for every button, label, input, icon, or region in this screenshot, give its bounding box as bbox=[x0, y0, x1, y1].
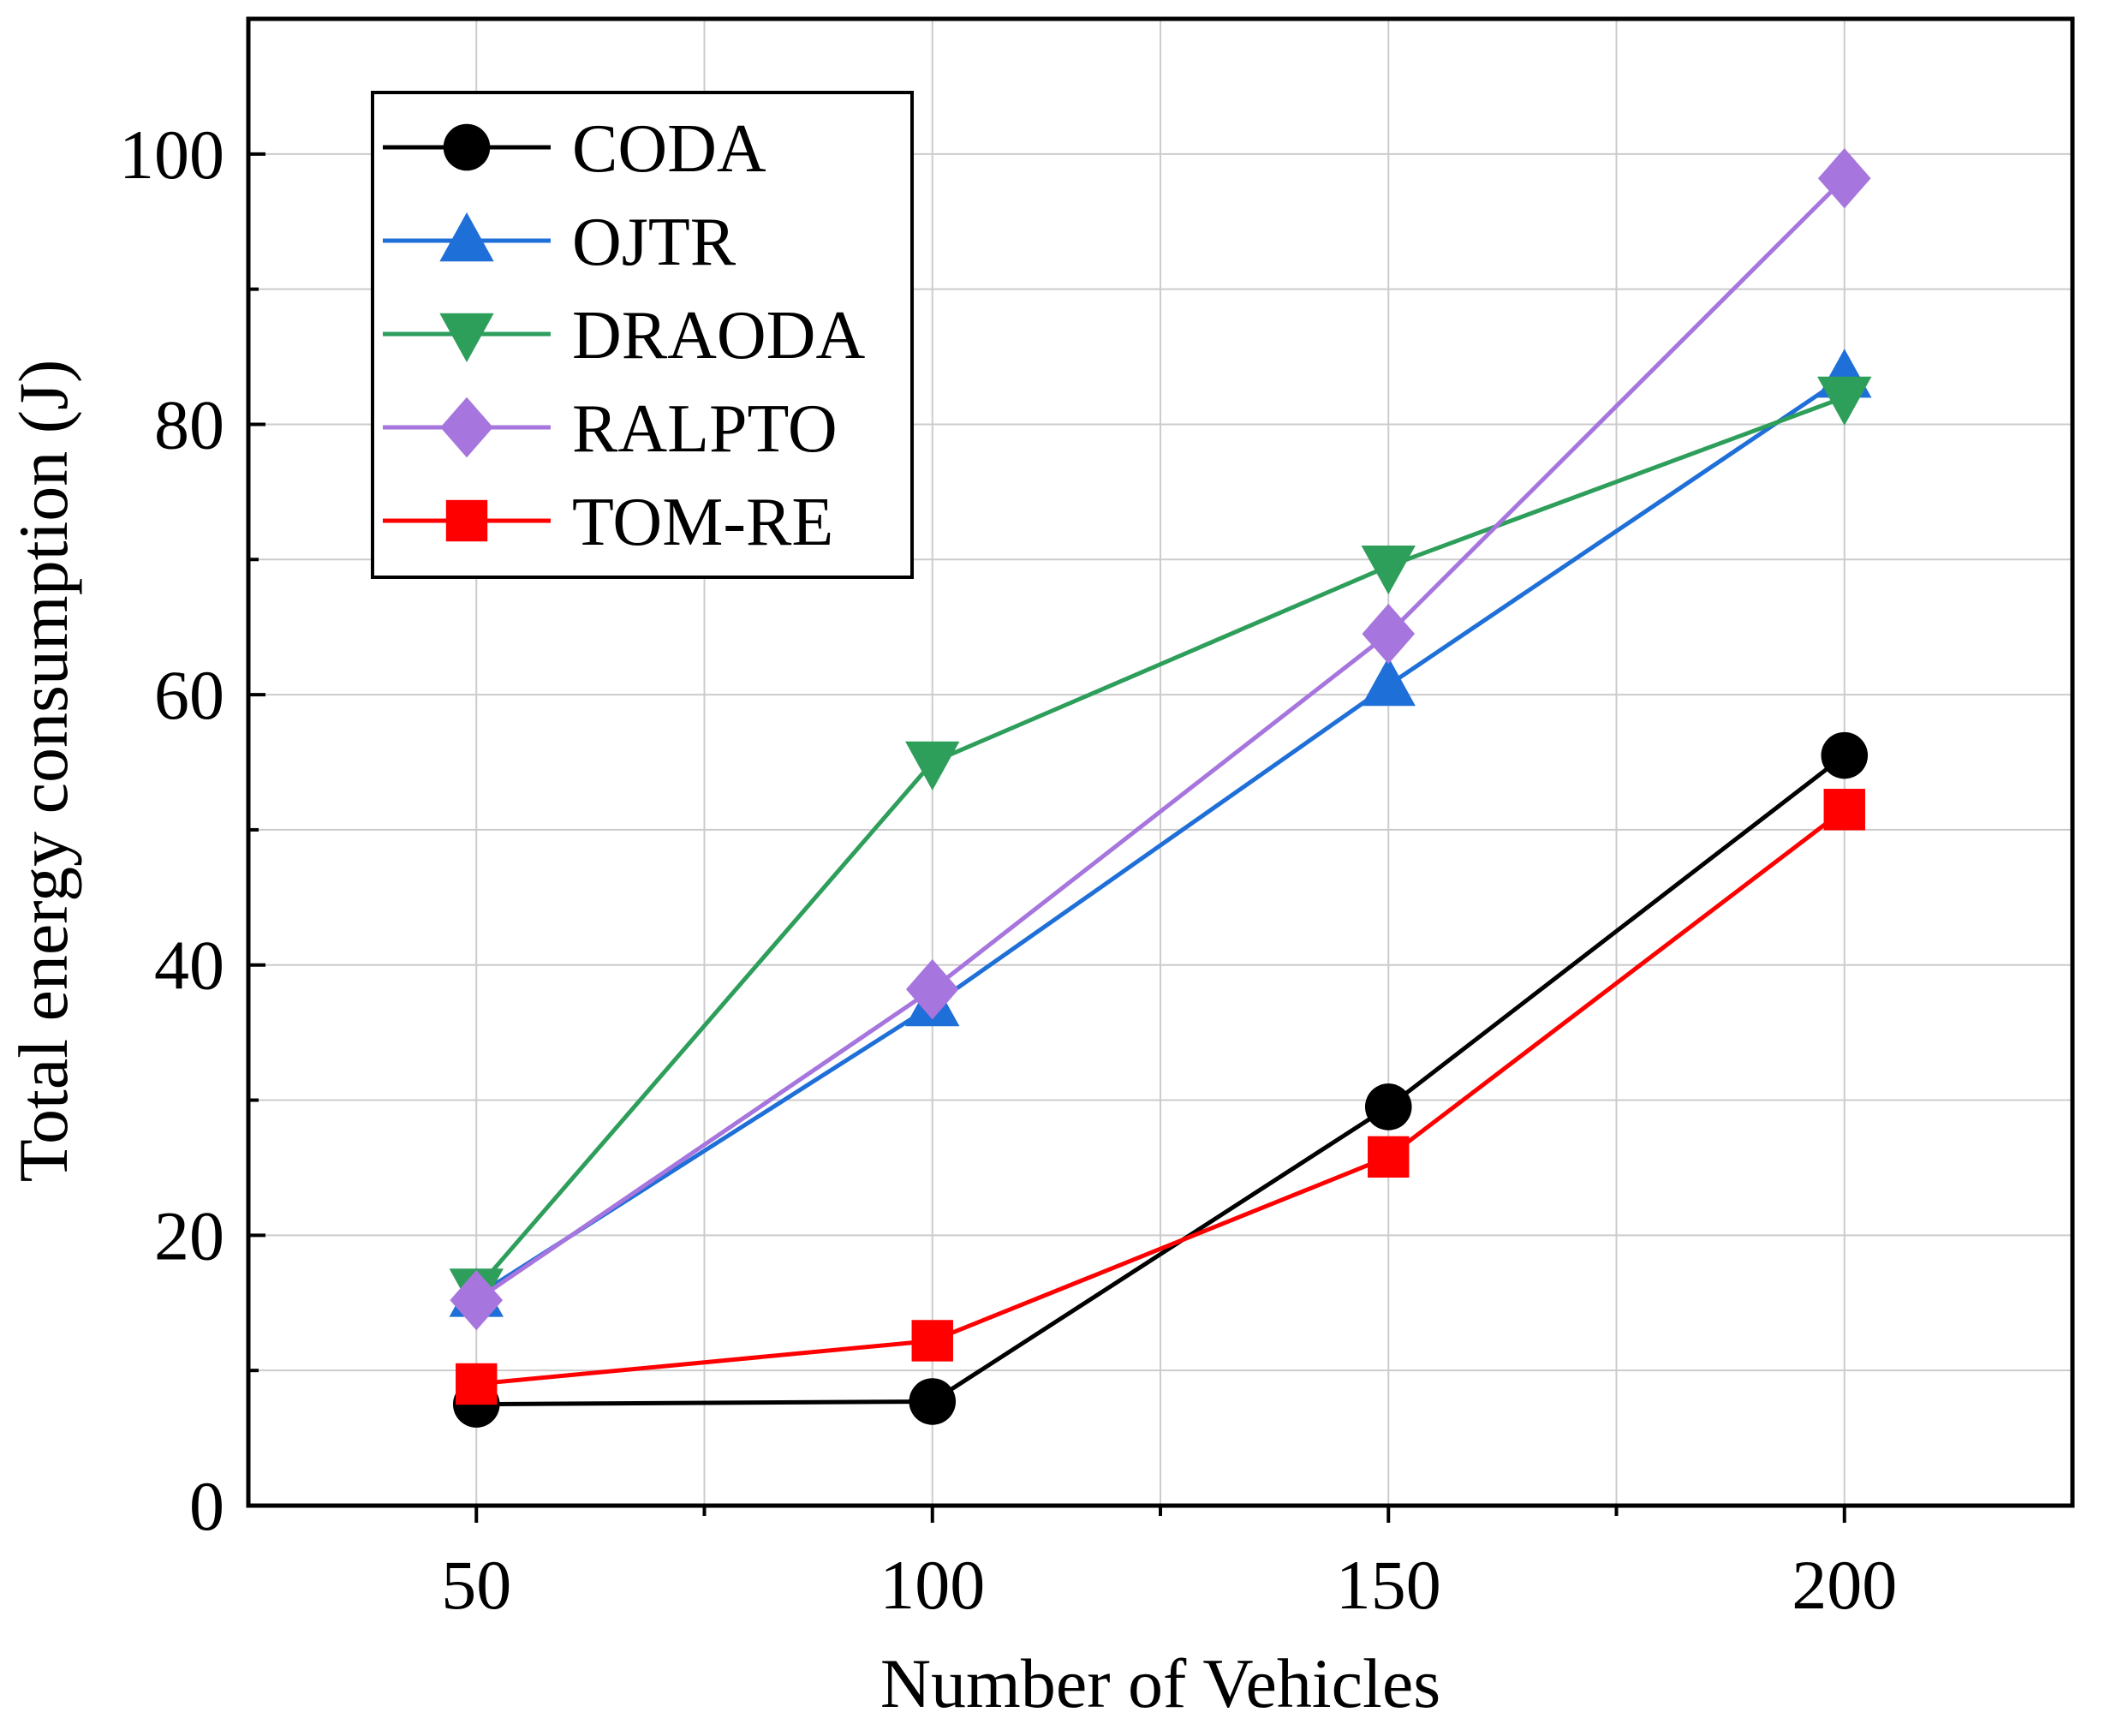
legend-marker-tom-re bbox=[445, 499, 488, 542]
series-draoda bbox=[449, 376, 1872, 1318]
data-point-coda bbox=[1821, 731, 1869, 779]
legend-marker-draoda bbox=[439, 313, 494, 362]
series-line-draoda bbox=[474, 395, 1846, 1292]
data-point-ralpto bbox=[905, 958, 959, 1020]
y-tick-label: 0 bbox=[189, 1467, 224, 1545]
y-tick-label: 20 bbox=[154, 1196, 224, 1274]
legend-label-coda: CODA bbox=[572, 111, 766, 187]
gridlines bbox=[248, 19, 2072, 1506]
data-point-ralpto bbox=[1362, 603, 1416, 665]
y-tick-label: 80 bbox=[154, 385, 224, 463]
y-axis-title: Total energy consumption (J) bbox=[4, 360, 82, 1183]
legend-label-draoda: DRAODA bbox=[572, 298, 865, 373]
legend-marker-ojtr bbox=[439, 212, 494, 262]
x-tick-label: 200 bbox=[1792, 1546, 1897, 1624]
data-point-ralpto bbox=[1817, 148, 1871, 209]
data-point-ralpto bbox=[450, 1269, 504, 1331]
x-tick-label: 50 bbox=[441, 1546, 511, 1624]
y-tick-label: 100 bbox=[119, 116, 224, 194]
legend-label-tom-re: TOM-RE bbox=[572, 485, 833, 560]
series-ralpto bbox=[450, 148, 1871, 1331]
legend-label-ralpto: RALPTO bbox=[572, 391, 838, 467]
data-point-ojtr bbox=[1361, 657, 1416, 707]
legend-marker-coda bbox=[443, 123, 491, 171]
x-axis-title: Number of Vehicles bbox=[880, 1644, 1440, 1722]
series-line-ralpto bbox=[474, 176, 1846, 1303]
data-point-draoda bbox=[1817, 376, 1872, 426]
legend-label-ojtr: OJTR bbox=[572, 205, 736, 280]
series-line-tom-re bbox=[476, 808, 1846, 1387]
data-point-draoda bbox=[905, 741, 960, 790]
data-point-coda bbox=[909, 1378, 957, 1425]
legend: CODA OJTR DRAODA RALPTO TOM-RE bbox=[371, 91, 914, 579]
data-point-tom-re bbox=[456, 1363, 498, 1405]
y-tick-label: 40 bbox=[154, 927, 224, 1005]
series-line-coda bbox=[476, 754, 1846, 1407]
x-tick-label: 100 bbox=[880, 1546, 985, 1624]
x-tick-label: 150 bbox=[1336, 1546, 1441, 1624]
data-point-tom-re bbox=[1823, 789, 1865, 831]
data-point-tom-re bbox=[911, 1320, 953, 1362]
legend-marker-ralpto bbox=[440, 397, 493, 458]
data-point-tom-re bbox=[1368, 1136, 1410, 1178]
y-tick-label: 60 bbox=[154, 656, 224, 734]
series-line-ojtr bbox=[474, 375, 1846, 1298]
data-point-draoda bbox=[1361, 545, 1416, 595]
data-point-coda bbox=[1364, 1083, 1412, 1130]
series-tom-re bbox=[456, 789, 1865, 1405]
